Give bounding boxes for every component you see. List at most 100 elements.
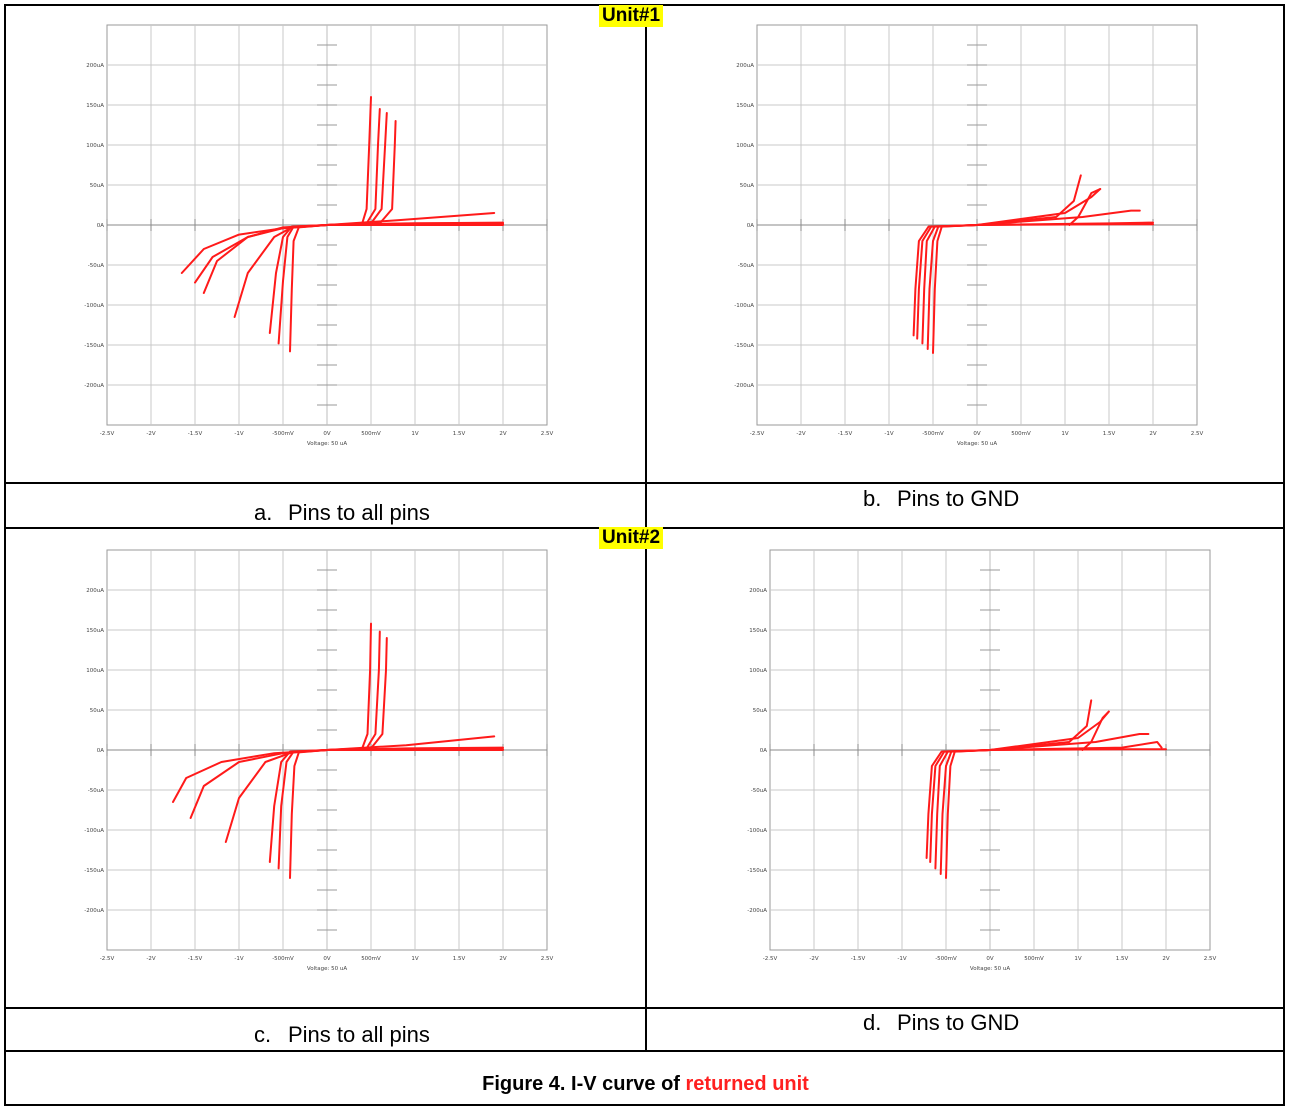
x-tick-label: 0V — [323, 956, 330, 962]
iv-curve — [224, 748, 504, 843]
x-tick-label: -500mV — [272, 956, 294, 962]
y-tick-label: -50uA — [738, 263, 754, 269]
panel-caption-c: c. Pins to all pins — [254, 1022, 430, 1048]
column-divider — [645, 548, 647, 1050]
x-tick-label: 2.5V — [1191, 431, 1204, 437]
iv-curve — [921, 209, 1141, 345]
x-tick-label: 2V — [1149, 431, 1156, 437]
y-tick-label: 150uA — [86, 103, 104, 109]
x-tick-label: 0V — [323, 431, 330, 437]
panel-caption-d: d. Pins to GND — [863, 1010, 1019, 1036]
iv-curve — [289, 224, 328, 353]
y-tick-label: -50uA — [88, 788, 104, 794]
iv-curve — [912, 174, 1082, 337]
panel-letter: c. — [254, 1022, 272, 1047]
x-tick-label: 2.5V — [541, 956, 554, 962]
row-divider — [4, 1007, 1285, 1009]
x-tick-label: 500mV — [1024, 956, 1044, 962]
iv-curve — [1068, 188, 1102, 226]
row-divider — [4, 482, 1285, 484]
y-tick-label: -150uA — [84, 343, 104, 349]
y-tick-label: -200uA — [747, 908, 767, 914]
y-tick-label: 200uA — [86, 588, 104, 594]
y-tick-label: -200uA — [84, 908, 104, 914]
x-tick-label: 2.5V — [541, 431, 554, 437]
iv-curve — [233, 223, 504, 318]
iv-curve — [939, 741, 1163, 875]
panel-caption-text: Pins to GND — [897, 1010, 1020, 1035]
figure-title-prefix: Figure 4. I-V curve of — [482, 1073, 686, 1095]
iv-curve — [326, 108, 381, 226]
unit-label: Unit#2 — [599, 527, 664, 549]
iv-curve — [926, 221, 1154, 350]
x-tick-label: -2.5V — [100, 431, 115, 437]
x-tick-label: -2V — [809, 956, 818, 962]
y-tick-label: -100uA — [84, 828, 104, 834]
y-tick-label: 200uA — [749, 588, 767, 594]
x-axis-label: Voltage: 50 uA — [957, 441, 997, 447]
y-tick-label: 100uA — [86, 668, 104, 674]
x-tick-label: -1V — [884, 431, 893, 437]
y-tick-label: -150uA — [747, 868, 767, 874]
x-tick-label: 2.5V — [1204, 956, 1217, 962]
x-tick-label: 500mV — [1011, 431, 1031, 437]
y-tick-label: -150uA — [734, 343, 754, 349]
x-axis-label: Voltage: 50 uA — [307, 966, 347, 972]
x-axis-label: Voltage: 50 uA — [307, 441, 347, 447]
panel-caption-a: a. Pins to all pins — [254, 500, 430, 526]
panel-caption-text: Pins to all pins — [288, 500, 430, 525]
panel-caption-text: Pins to GND — [897, 486, 1020, 511]
y-tick-label: -200uA — [84, 383, 104, 389]
y-tick-label: 50uA — [740, 183, 754, 189]
panel-caption-text: Pins to all pins — [288, 1022, 430, 1047]
y-tick-label: -100uA — [734, 303, 754, 309]
iv-curve — [326, 637, 388, 751]
x-tick-label: -1.5V — [851, 956, 866, 962]
unit-label: Unit#1 — [599, 5, 664, 27]
iv-curve — [326, 630, 381, 751]
x-tick-label: -500mV — [935, 956, 957, 962]
y-tick-label: 100uA — [86, 143, 104, 149]
x-tick-label: -1.5V — [188, 956, 203, 962]
x-tick-label: 2V — [1162, 956, 1169, 962]
x-tick-label: 500mV — [361, 956, 381, 962]
iv-chart-b: -2.5V -2V -1.5V -1V -500mV 0V 500mV 1V 1.5V 2V 2.5… — [734, 24, 1204, 447]
x-tick-label: 1.5V — [1116, 956, 1129, 962]
y-tick-label: 0A — [760, 748, 767, 754]
y-tick-label: -50uA — [88, 263, 104, 269]
x-tick-label: 1.5V — [1103, 431, 1116, 437]
x-tick-label: -1.5V — [838, 431, 853, 437]
figure-title-highlight: returned unit — [685, 1073, 809, 1095]
y-tick-label: -200uA — [734, 383, 754, 389]
panel-letter: b. — [863, 486, 882, 511]
iv-curve — [268, 224, 504, 334]
x-tick-label: 500mV — [361, 431, 381, 437]
x-tick-label: 0V — [986, 956, 993, 962]
iv-curve — [1081, 710, 1110, 751]
y-tick-label: -100uA — [84, 303, 104, 309]
column-divider — [645, 26, 647, 527]
x-tick-label: -2.5V — [750, 431, 765, 437]
panel-letter: d. — [863, 1010, 882, 1035]
x-tick-label: 1V — [411, 431, 418, 437]
x-tick-label: -1V — [234, 431, 243, 437]
iv-curve — [277, 749, 328, 870]
x-tick-label: 1V — [411, 956, 418, 962]
iv-curve — [925, 699, 1093, 859]
y-tick-label: 150uA — [749, 628, 767, 634]
iv-curve — [932, 223, 1154, 354]
y-tick-label: -50uA — [751, 788, 767, 794]
x-tick-label: 1.5V — [453, 956, 466, 962]
x-tick-label: 0V — [973, 431, 980, 437]
x-tick-label: 2V — [499, 956, 506, 962]
y-tick-label: 0A — [747, 223, 754, 229]
y-tick-label: 100uA — [749, 668, 767, 674]
y-tick-label: 150uA — [736, 103, 754, 109]
y-tick-label: -100uA — [747, 828, 767, 834]
iv-curve — [172, 735, 496, 803]
iv-curve — [326, 622, 372, 751]
x-axis-label: Voltage: 50 uA — [970, 966, 1010, 972]
x-tick-label: 2V — [499, 431, 506, 437]
row-divider — [4, 1050, 1285, 1052]
y-tick-label: 50uA — [90, 183, 104, 189]
